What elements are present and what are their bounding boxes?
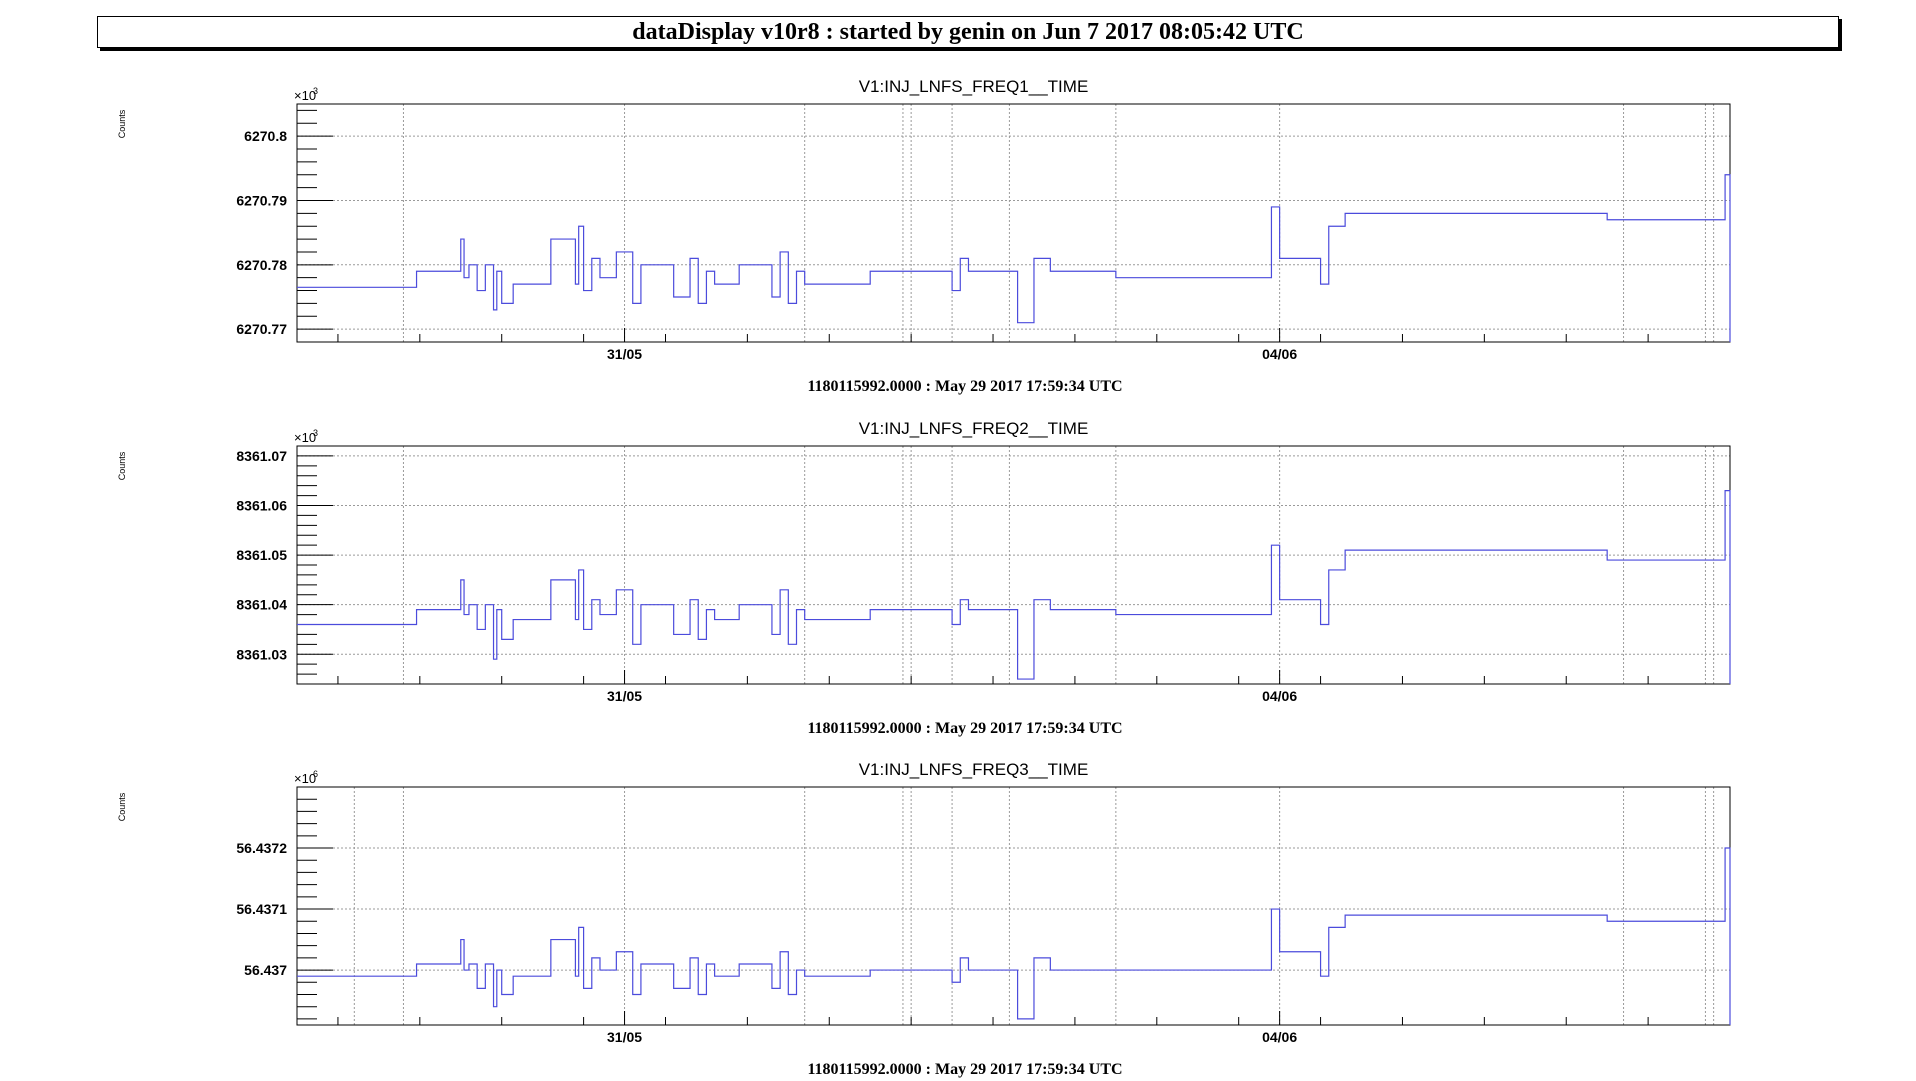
y-multiplier-exponent: 3 [313,86,318,96]
y-tick-label: 8361.03 [236,646,287,662]
y-axis-label: Counts [117,792,127,821]
y-tick-label: 56.4372 [236,840,287,856]
panel-title: V1:INJ_LNFS_FREQ2__TIME [859,419,1089,438]
display-title-box: dataDisplay v10r8 : started by genin on … [97,16,1839,48]
panel-title: V1:INJ_LNFS_FREQ3__TIME [859,760,1089,779]
x-tick-label: 31/05 [607,346,642,362]
x-axis-label: 1180115992.0000 : May 29 2017 17:59:34 U… [807,1061,1122,1078]
y-tick-label: 6270.77 [236,321,287,337]
x-axis-label: 1180115992.0000 : May 29 2017 17:59:34 U… [807,720,1122,737]
chart-panel-3: V1:INJ_LNFS_FREQ3__TIME 56.437 56.4371 56.4… [117,760,1731,1078]
y-tick-label: 8361.04 [236,597,287,613]
y-multiplier: ×10 [294,771,316,786]
series-line [297,490,1731,684]
y-multiplier-exponent: 6 [313,769,318,779]
y-tick-label: 8361.05 [236,547,287,563]
y-multiplier: ×10 [294,88,316,103]
y-tick-label: 56.437 [244,962,287,978]
y-multiplier-exponent: 3 [313,428,318,438]
x-tick-label: 04/06 [1262,688,1297,704]
x-tick-label: 04/06 [1262,346,1297,362]
y-axis-label: Counts [117,451,127,480]
y-axis-label: Counts [117,109,127,138]
x-axis-label: 1180115992.0000 : May 29 2017 17:59:34 U… [807,378,1122,395]
x-tick-label: 04/06 [1262,1029,1297,1045]
display-title: dataDisplay v10r8 : started by genin on … [632,18,1304,45]
x-tick-label: 31/05 [607,688,642,704]
plot-frame [296,786,1731,1026]
plot-frame [296,103,1731,343]
chart-panel-2: V1:INJ_LNFS_FREQ2__TIME 8361.03 8361.04 836… [117,419,1731,737]
series-line [297,174,1731,342]
chart-panel-1: V1:INJ_LNFS_FREQ1__TIME 6270.77 6270.78 627… [117,77,1731,395]
y-tick-label: 8361.07 [236,448,287,464]
y-tick-label: 6270.78 [236,257,287,273]
series-line [297,847,1731,1025]
x-tick-label: 31/05 [607,1029,642,1045]
plot-frame [296,445,1731,685]
y-tick-label: 8361.06 [236,498,287,514]
y-tick-label: 6270.79 [236,192,287,208]
y-tick-label: 56.4371 [236,901,287,917]
y-tick-label: 6270.8 [244,128,287,144]
y-multiplier: ×10 [294,430,316,445]
panel-title: V1:INJ_LNFS_FREQ1__TIME [859,77,1089,96]
